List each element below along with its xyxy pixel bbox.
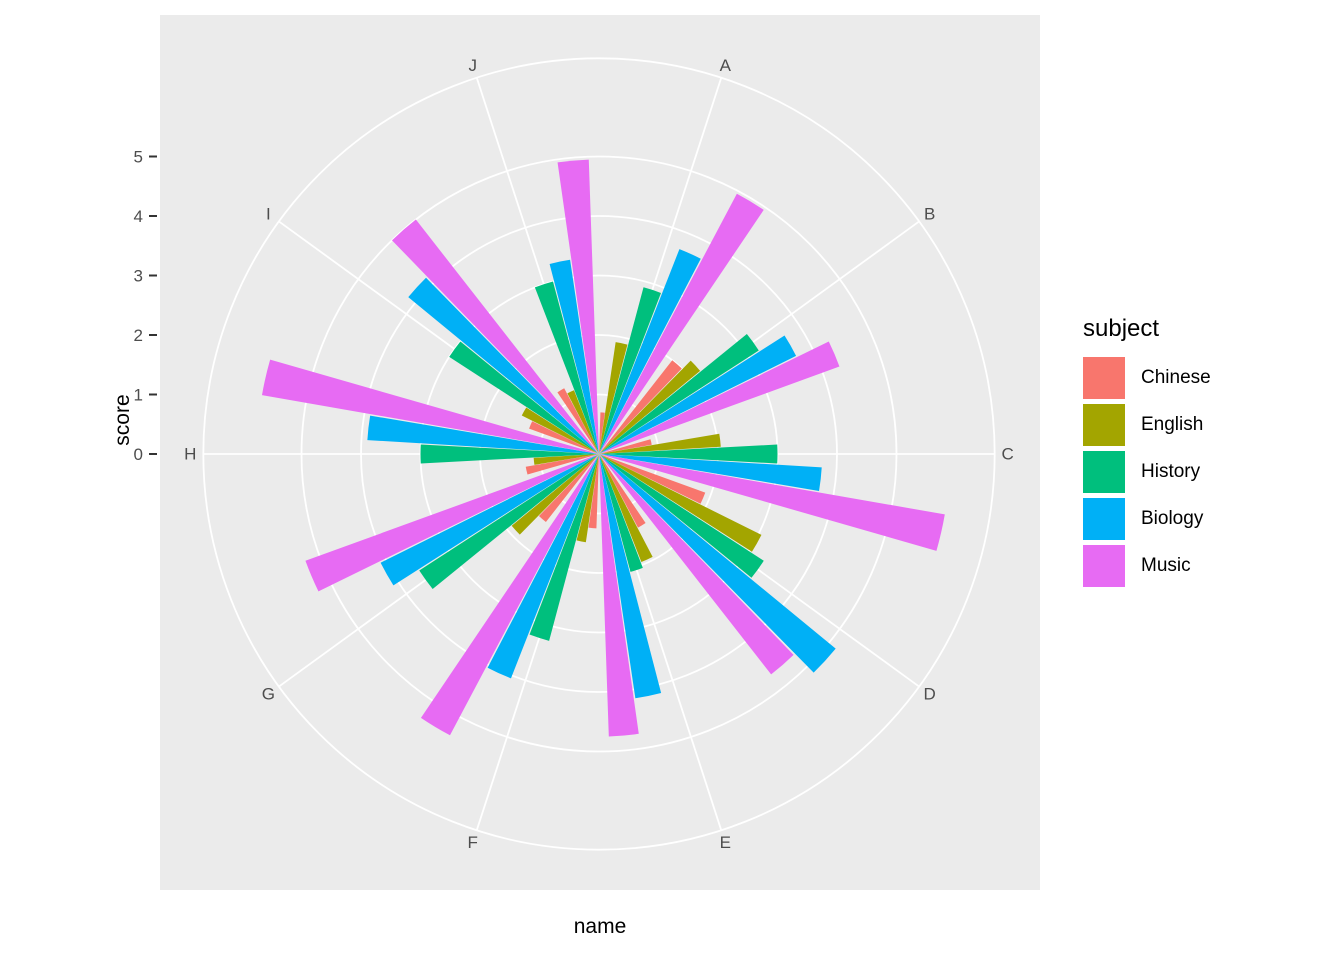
bar-C-History [599, 444, 778, 464]
legend-row-biology: Biology [1083, 498, 1211, 540]
category-label-I: I [266, 204, 271, 223]
bar-B-Chinese [599, 360, 682, 454]
category-label-E: E [720, 833, 731, 852]
bar-A-Biology [599, 249, 701, 454]
legend-swatch-chinese [1083, 357, 1125, 399]
bar-F-Music [420, 454, 599, 736]
bar-D-Chinese [599, 454, 706, 504]
bar-H-History [420, 444, 599, 464]
bar-I-English [521, 407, 599, 454]
bar-B-Biology [599, 335, 797, 454]
category-label-A: A [720, 56, 732, 75]
bar-F-Chinese [588, 454, 599, 529]
bar-D-Biology [599, 454, 836, 673]
x-axis-title: name [573, 915, 627, 938]
bar-F-Biology [487, 454, 599, 679]
legend-label-biology: Biology [1141, 508, 1204, 529]
y-tick-label-1: 1 [134, 386, 143, 405]
bar-B-Music [599, 341, 840, 454]
legend-row-english: English [1083, 404, 1211, 446]
bar-J-Biology [549, 259, 599, 454]
legend-swatch-english [1083, 404, 1125, 446]
bar-F-English [576, 454, 599, 543]
bar-D-English [599, 454, 762, 552]
bar-H-Biology [367, 415, 599, 454]
bar-C-English [599, 433, 721, 454]
y-tick-label-5: 5 [134, 148, 143, 167]
bar-G-Chinese [538, 454, 599, 522]
legend-swatch-music [1083, 545, 1125, 587]
bar-E-English [599, 454, 653, 563]
bar-I-Music [392, 219, 599, 454]
y-tick-label-0: 0 [134, 445, 143, 464]
bar-H-Music [261, 359, 599, 454]
legend-label-history: History [1141, 461, 1201, 482]
bar-J-Music [557, 159, 599, 454]
category-label-D: D [923, 685, 935, 704]
bar-J-English [567, 390, 599, 454]
bar-G-History [419, 454, 599, 589]
y-tick-label-4: 4 [134, 207, 143, 226]
bar-I-Biology [408, 277, 599, 454]
bar-E-History [599, 454, 643, 572]
bar-I-Chinese [529, 421, 599, 454]
legend-swatch-history [1083, 451, 1125, 493]
bar-G-Music [305, 454, 599, 592]
bar-H-Chinese [525, 454, 599, 475]
legend-swatch-biology [1083, 498, 1125, 540]
bar-C-Chinese [599, 439, 652, 454]
legend-label-chinese: Chinese [1141, 367, 1211, 388]
legend-row-chinese: Chinese [1083, 357, 1211, 399]
bar-B-English [599, 360, 701, 454]
bar-C-Biology [599, 454, 822, 491]
category-label-G: G [262, 685, 275, 704]
bar-A-History [599, 287, 661, 454]
bar-E-Biology [599, 454, 662, 699]
bar-A-English [599, 342, 628, 454]
bar-C-Music [599, 454, 945, 551]
bar-G-Biology [380, 454, 599, 586]
bar-J-Chinese [557, 388, 599, 454]
legend-label-music: Music [1141, 555, 1191, 576]
bar-E-Music [599, 454, 639, 737]
legend: subject Chinese English History Biology Musi… [1083, 315, 1211, 592]
bar-B-History [599, 334, 759, 454]
legend-label-english: English [1141, 414, 1204, 435]
bar-F-History [529, 454, 599, 641]
legend-row-history: History [1083, 451, 1211, 493]
bar-A-Chinese [599, 412, 605, 454]
y-axis-title: score [111, 394, 134, 446]
bar-G-English [511, 454, 599, 535]
legend-title: subject [1083, 315, 1160, 342]
bar-H-English [533, 454, 599, 465]
category-label-J: J [468, 56, 477, 75]
y-tick-label-2: 2 [134, 326, 143, 345]
bar-D-Music [599, 454, 794, 675]
y-tick-label-3: 3 [134, 267, 143, 286]
bar-E-Chinese [599, 454, 646, 528]
bar-A-Music [599, 193, 764, 455]
legend-rows: Chinese English History Biology Music [1083, 357, 1211, 587]
legend-row-music: Music [1083, 545, 1211, 587]
bar-J-History [534, 281, 599, 454]
category-label-B: B [924, 204, 935, 223]
bar-D-History [599, 454, 764, 578]
category-label-F: F [468, 833, 478, 852]
bar-I-History [449, 341, 599, 454]
category-label-H: H [184, 445, 196, 464]
category-label-C: C [1002, 445, 1014, 464]
